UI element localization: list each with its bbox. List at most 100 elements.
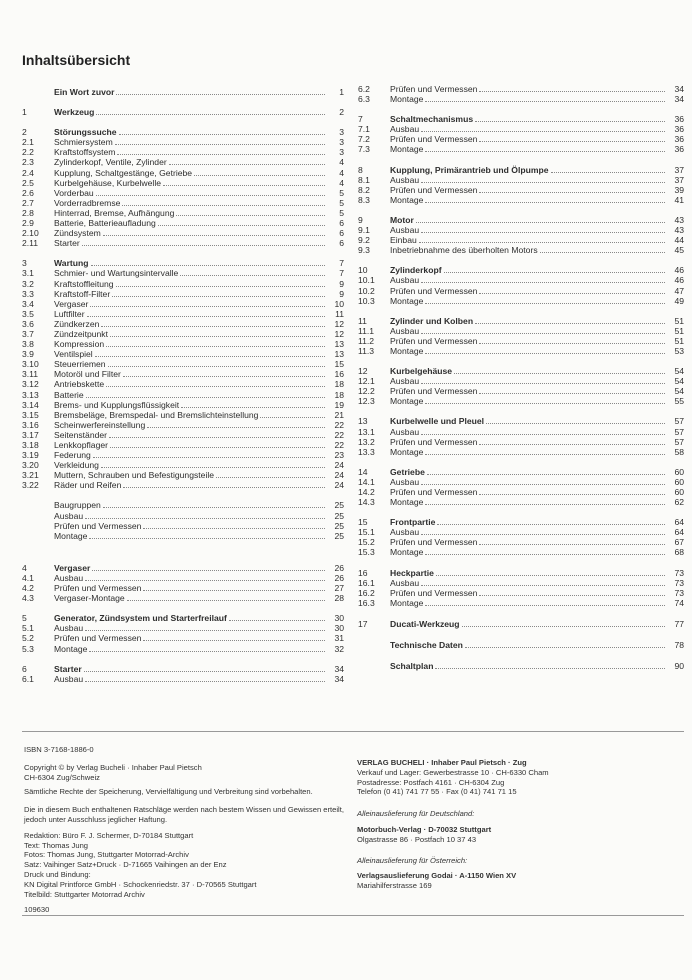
toc-page: 73	[674, 577, 684, 588]
toc-page: 64	[674, 517, 684, 528]
toc-entry: Ausbau 25	[22, 511, 344, 521]
toc-chapter: 7 Schaltmechanismus 36	[358, 114, 684, 124]
toc-right-column: 6.2 Prüfen und Vermessen 34 6.3 Montage 34 7 Sc…	[358, 84, 684, 671]
toc-page: 2	[339, 107, 344, 118]
toc-number: 11.2	[358, 335, 375, 346]
toc-entry: 3.15 Bremsbeläge, Bremspedal- und Bremsli…	[22, 410, 344, 420]
toc-page: 21	[334, 409, 344, 420]
dot-leader	[421, 275, 665, 284]
dot-leader	[216, 470, 325, 479]
toc-number: 1	[22, 107, 27, 118]
dot-leader	[85, 390, 325, 398]
dot-leader	[479, 336, 665, 344]
dot-leader	[425, 396, 665, 405]
distribution-germany-address: Olgastrasse 86 · Postfach 10 37 43	[357, 834, 477, 844]
toc-number: 14.2	[358, 487, 375, 497]
toc-number: 5.1	[22, 623, 34, 634]
dot-leader	[421, 427, 665, 435]
dot-leader	[107, 359, 325, 368]
dot-leader	[479, 537, 665, 546]
toc-label: Prüfen und Vermessen	[54, 583, 142, 594]
distribution-austria-name: Verlagsauslieferung Godai · A-1150 Wien …	[357, 871, 517, 881]
toc-group: Schaltplan 90	[358, 661, 684, 671]
toc-entry: 8.1 Ausbau 37	[358, 175, 684, 185]
toc-page: 9	[339, 288, 344, 299]
toc-page: 3	[339, 147, 344, 158]
toc-number: 12	[358, 366, 368, 377]
toc-group: 16 Heckpartie 73 16.1 Ausbau 73 16.2 Prüfen und…	[358, 568, 684, 608]
toc-number: 11.3	[358, 345, 375, 356]
toc-page: 36	[674, 144, 684, 155]
toc-number: 2.3	[22, 157, 34, 168]
copyright-line: CH-6304 Zug/Schweiz	[24, 772, 100, 782]
dot-leader	[101, 319, 325, 327]
toc-chapter: 15 Frontpartie 64	[358, 517, 684, 527]
dot-leader	[85, 674, 325, 682]
dot-leader	[260, 410, 325, 418]
toc-group: 11 Zylinder und Kolben 51 11.1 Ausbau 51 11.2 P…	[358, 316, 684, 356]
toc-label: Ein Wort zuvor	[54, 87, 115, 97]
toc-label: Werkzeug	[54, 107, 95, 118]
toc-label: Motor	[390, 214, 414, 225]
dot-leader	[96, 107, 325, 116]
toc-page: 55	[674, 396, 684, 407]
dot-leader	[479, 386, 665, 395]
distribution-germany-heading: Alleinauslieferung für Deutschland:	[357, 809, 475, 819]
toc-number: 2.11	[22, 238, 39, 249]
dot-leader	[83, 664, 325, 672]
toc-page: 5	[339, 197, 344, 208]
toc-group: 17 Ducati-Werkzeug 77	[358, 619, 684, 629]
toc-chapter: 14 Getriebe 60	[358, 467, 684, 477]
toc-number: 12.2	[358, 386, 375, 397]
toc-label: Generator, Zündsystem und Starterfreilau…	[54, 613, 227, 624]
dot-leader	[143, 521, 325, 529]
toc-page: 23	[334, 450, 344, 461]
toc-page: 60	[674, 476, 684, 487]
toc-label: Zylinderkopf	[390, 265, 442, 276]
toc-entry: 5.2 Prüfen und Vermessen 31	[22, 633, 344, 643]
toc-label: Schmiersystem	[54, 137, 113, 148]
toc-number: 2.9	[22, 218, 34, 229]
toc-page: 36	[674, 124, 684, 135]
toc-page: 9	[339, 278, 344, 289]
toc-number: 3.17	[22, 429, 39, 440]
toc-chapter: 11 Zylinder und Kolben 51	[358, 316, 684, 326]
toc-label: Kupplung, Schaltgestänge, Getriebe	[54, 167, 193, 178]
dot-leader	[95, 188, 325, 196]
toc-label: Technische Daten	[390, 640, 463, 651]
dot-leader	[421, 326, 665, 334]
toc-page: 26	[334, 562, 344, 573]
toc-number: 11	[358, 315, 367, 326]
toc-page: 5	[339, 207, 344, 218]
toc-number: 3.18	[22, 440, 39, 450]
toc-page: 30	[334, 613, 344, 624]
toc-entry: Montage 25	[22, 531, 344, 541]
toc-page: 57	[674, 426, 684, 437]
toc-number: 3.10	[22, 359, 39, 370]
credit-line: Satz: Vaihinger Satz+Druck · D-71665 Vai…	[24, 860, 227, 870]
toc-chapter: Technische Daten 78	[358, 640, 684, 650]
toc-label: Getriebe	[390, 466, 425, 477]
toc-number: 17	[358, 618, 368, 629]
toc-number: 5	[22, 613, 27, 624]
toc-group: 4 Vergaser 26 4.1 Ausbau 26 4.2 Prüfen und Verm…	[22, 563, 344, 603]
toc-number: 8	[358, 164, 363, 175]
toc-label: Ausbau	[390, 527, 420, 538]
dot-leader	[425, 195, 665, 203]
toc-page: 74	[674, 597, 684, 608]
toc-label: Kurbelwelle und Pleuel	[390, 416, 485, 427]
dot-leader	[461, 619, 665, 627]
toc-entry: 2.3 Zylinderkopf, Ventile, Zylinder 4	[22, 157, 344, 167]
toc-number: 10.3	[358, 295, 375, 306]
toc-group: Ein Wort zuvor 1	[22, 87, 344, 97]
divider-bottom	[22, 915, 684, 916]
toc-page: 58	[674, 446, 684, 457]
toc-number: 9	[358, 214, 363, 225]
dot-leader	[475, 316, 665, 324]
distribution-austria-address: Mariahilferstrasse 169	[357, 881, 432, 891]
toc-number: 2.2	[22, 147, 34, 158]
toc-entry: 2.11 Starter 6	[22, 238, 344, 248]
dot-leader	[90, 258, 325, 267]
toc-page: 22	[334, 419, 344, 430]
toc-page: 15	[334, 359, 344, 370]
